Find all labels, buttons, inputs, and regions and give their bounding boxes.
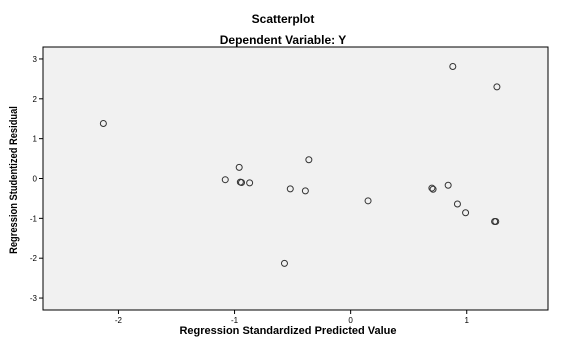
scatter-point	[235, 163, 243, 171]
scatter-point	[493, 83, 501, 91]
scatter-point	[449, 63, 457, 71]
x-tick-label: -2	[115, 316, 123, 325]
scatter-point	[364, 197, 372, 205]
y-tick-label: -3	[30, 294, 38, 303]
chart-subtitle: Dependent Variable: Y	[220, 33, 347, 47]
scatter-point	[492, 218, 500, 226]
y-axis-ticks: 3 2 1 0 -1 -2 -3	[30, 55, 43, 303]
x-tick-label: 0	[348, 316, 353, 325]
y-axis-label: Regression Studentized Residual	[8, 106, 20, 254]
y-tick-label: -2	[30, 254, 38, 263]
chart-title: Scatterplot	[252, 12, 315, 26]
scatter-point	[444, 181, 452, 189]
scatter-point	[221, 176, 229, 184]
scatter-point	[246, 179, 254, 187]
y-tick-label: -1	[30, 214, 38, 223]
scatter-point	[301, 187, 309, 195]
x-axis-label: Regression Standardized Predicted Value	[179, 325, 396, 337]
scatter-point	[280, 259, 288, 267]
scatter-point	[286, 185, 294, 193]
y-tick-label: 2	[33, 95, 38, 104]
scatter-point	[429, 185, 437, 193]
scatter-point	[99, 120, 107, 128]
scatter-point	[305, 156, 313, 164]
scatter-point	[453, 200, 461, 208]
plot-area	[42, 46, 549, 311]
x-axis-ticks: -2 -1 0 1	[115, 310, 470, 325]
scatter-point	[428, 184, 436, 192]
y-tick-label: 0	[33, 175, 38, 184]
x-tick-label: -1	[231, 316, 239, 325]
scatter-point	[462, 209, 470, 217]
y-tick-label: 1	[33, 135, 38, 144]
y-tick-label: 3	[33, 55, 38, 64]
x-tick-label: 1	[465, 316, 470, 325]
scatter-point	[238, 178, 246, 186]
data-points	[99, 63, 501, 267]
